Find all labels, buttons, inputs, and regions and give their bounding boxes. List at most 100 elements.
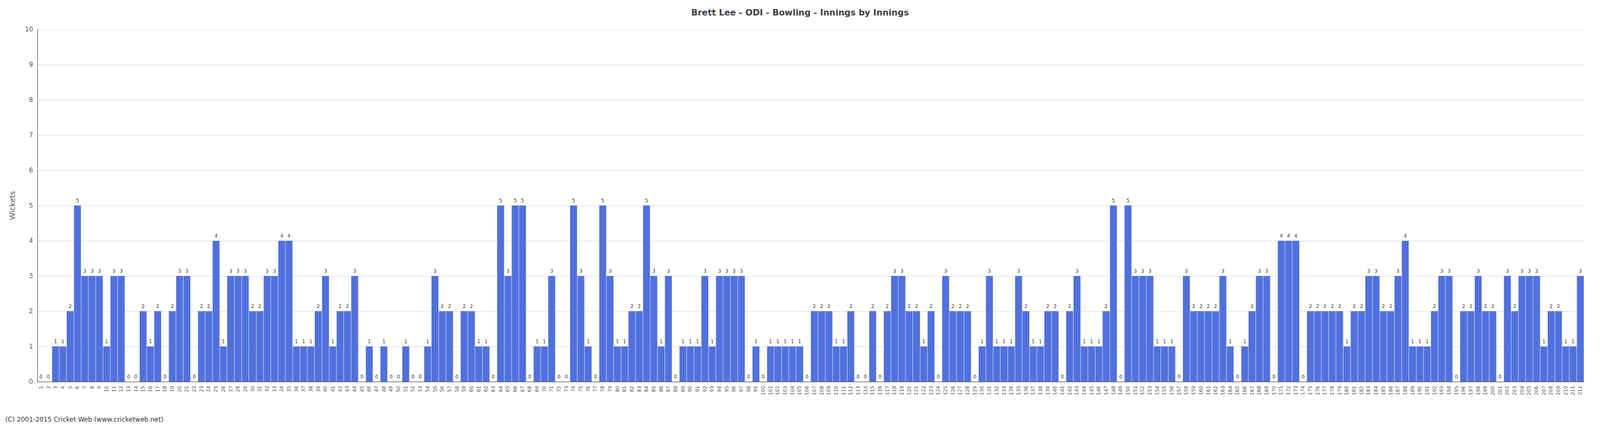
svg-text:189: 189 — [1410, 385, 1416, 395]
svg-text:133: 133 — [1001, 385, 1007, 395]
svg-text:3: 3 — [1221, 268, 1225, 274]
svg-text:0: 0 — [1301, 373, 1305, 380]
svg-text:142: 142 — [1067, 385, 1073, 395]
svg-text:179: 179 — [1337, 385, 1343, 395]
svg-text:71: 71 — [548, 385, 555, 392]
svg-text:2: 2 — [1104, 303, 1108, 309]
svg-text:37: 37 — [300, 385, 307, 392]
svg-text:1: 1 — [148, 338, 152, 344]
svg-text:3: 3 — [1520, 268, 1524, 274]
svg-text:1: 1 — [769, 338, 773, 344]
svg-text:2: 2 — [827, 303, 831, 309]
svg-text:57: 57 — [446, 385, 453, 392]
svg-text:2: 2 — [200, 303, 204, 309]
svg-text:1: 1 — [477, 338, 481, 344]
svg-text:16: 16 — [147, 385, 154, 392]
svg-text:150: 150 — [1125, 385, 1131, 395]
svg-text:186: 186 — [1388, 385, 1394, 395]
svg-text:192: 192 — [1432, 385, 1438, 395]
svg-text:4: 4 — [1403, 233, 1407, 239]
svg-text:1: 1 — [1082, 338, 1086, 344]
svg-text:34: 34 — [278, 385, 285, 392]
svg-text:2: 2 — [45, 385, 52, 389]
svg-text:3: 3 — [1075, 268, 1079, 274]
svg-text:3: 3 — [1396, 268, 1400, 274]
svg-text:2: 2 — [1192, 303, 1196, 309]
svg-text:1: 1 — [1425, 338, 1429, 344]
svg-text:3: 3 — [1148, 268, 1152, 274]
svg-text:38: 38 — [308, 385, 314, 392]
svg-text:5: 5 — [499, 197, 503, 204]
svg-text:43: 43 — [344, 385, 350, 392]
svg-text:87: 87 — [665, 385, 671, 392]
svg-text:113: 113 — [855, 385, 861, 395]
svg-text:1: 1 — [586, 338, 590, 344]
svg-text:139: 139 — [1045, 385, 1051, 395]
svg-text:2: 2 — [346, 303, 350, 309]
svg-text:2: 2 — [1352, 303, 1356, 309]
svg-text:103: 103 — [782, 385, 788, 395]
svg-text:2: 2 — [462, 303, 466, 309]
svg-text:3: 3 — [185, 268, 189, 274]
svg-text:153: 153 — [1147, 385, 1153, 395]
svg-text:2: 2 — [1491, 303, 1495, 309]
svg-text:1: 1 — [1345, 338, 1349, 344]
svg-text:165: 165 — [1234, 385, 1240, 395]
svg-text:2: 2 — [316, 303, 320, 309]
svg-text:3: 3 — [273, 268, 277, 274]
svg-text:84: 84 — [643, 385, 650, 392]
svg-text:3: 3 — [1374, 268, 1378, 274]
svg-text:0: 0 — [1119, 373, 1123, 380]
svg-text:2: 2 — [1389, 303, 1393, 309]
svg-text:36: 36 — [293, 385, 300, 392]
svg-text:72: 72 — [556, 385, 562, 392]
svg-text:62: 62 — [483, 385, 489, 392]
svg-text:0: 0 — [418, 373, 422, 380]
svg-text:18: 18 — [162, 385, 168, 392]
svg-text:200: 200 — [1490, 385, 1496, 395]
svg-text:2: 2 — [251, 303, 255, 309]
svg-text:2: 2 — [1206, 303, 1211, 309]
svg-text:1: 1 — [1228, 338, 1232, 344]
svg-text:22: 22 — [191, 385, 197, 392]
svg-text:0: 0 — [46, 373, 51, 380]
svg-text:67: 67 — [520, 385, 526, 392]
svg-text:4: 4 — [280, 233, 284, 239]
svg-text:13: 13 — [125, 385, 132, 392]
svg-text:1: 1 — [368, 338, 372, 344]
svg-text:1: 1 — [995, 338, 999, 344]
svg-text:135: 135 — [1016, 385, 1022, 395]
svg-text:2: 2 — [1213, 303, 1218, 309]
svg-text:65: 65 — [505, 385, 511, 392]
svg-text:0: 0 — [374, 373, 379, 380]
svg-text:2: 2 — [1461, 303, 1466, 309]
svg-text:1: 1 — [426, 338, 430, 344]
svg-text:2: 2 — [1250, 303, 1254, 309]
svg-text:92: 92 — [702, 385, 708, 392]
svg-text:Wickets: Wickets — [8, 190, 17, 220]
svg-text:0: 0 — [878, 373, 882, 380]
svg-text:2: 2 — [630, 303, 634, 309]
svg-text:2: 2 — [965, 303, 970, 309]
svg-text:3: 3 — [944, 268, 948, 274]
svg-text:3: 3 — [717, 268, 722, 274]
svg-text:185: 185 — [1380, 385, 1387, 395]
svg-text:1: 1 — [53, 338, 58, 344]
svg-text:2: 2 — [958, 303, 963, 309]
svg-text:1: 1 — [622, 338, 627, 344]
svg-text:3: 3 — [243, 268, 247, 274]
svg-text:0: 0 — [528, 373, 532, 380]
svg-text:0: 0 — [1272, 373, 1276, 380]
svg-text:145: 145 — [1089, 385, 1095, 395]
svg-text:126: 126 — [950, 385, 956, 395]
svg-text:3: 3 — [178, 268, 182, 274]
svg-text:1: 1 — [294, 338, 299, 344]
svg-text:155: 155 — [1161, 385, 1167, 395]
svg-text:172: 172 — [1285, 385, 1292, 395]
svg-text:132: 132 — [994, 385, 1000, 395]
svg-text:1: 1 — [1031, 338, 1035, 344]
svg-text:40: 40 — [322, 385, 328, 392]
svg-text:0: 0 — [39, 373, 43, 380]
svg-text:2: 2 — [469, 303, 474, 309]
svg-text:1: 1 — [798, 338, 802, 344]
